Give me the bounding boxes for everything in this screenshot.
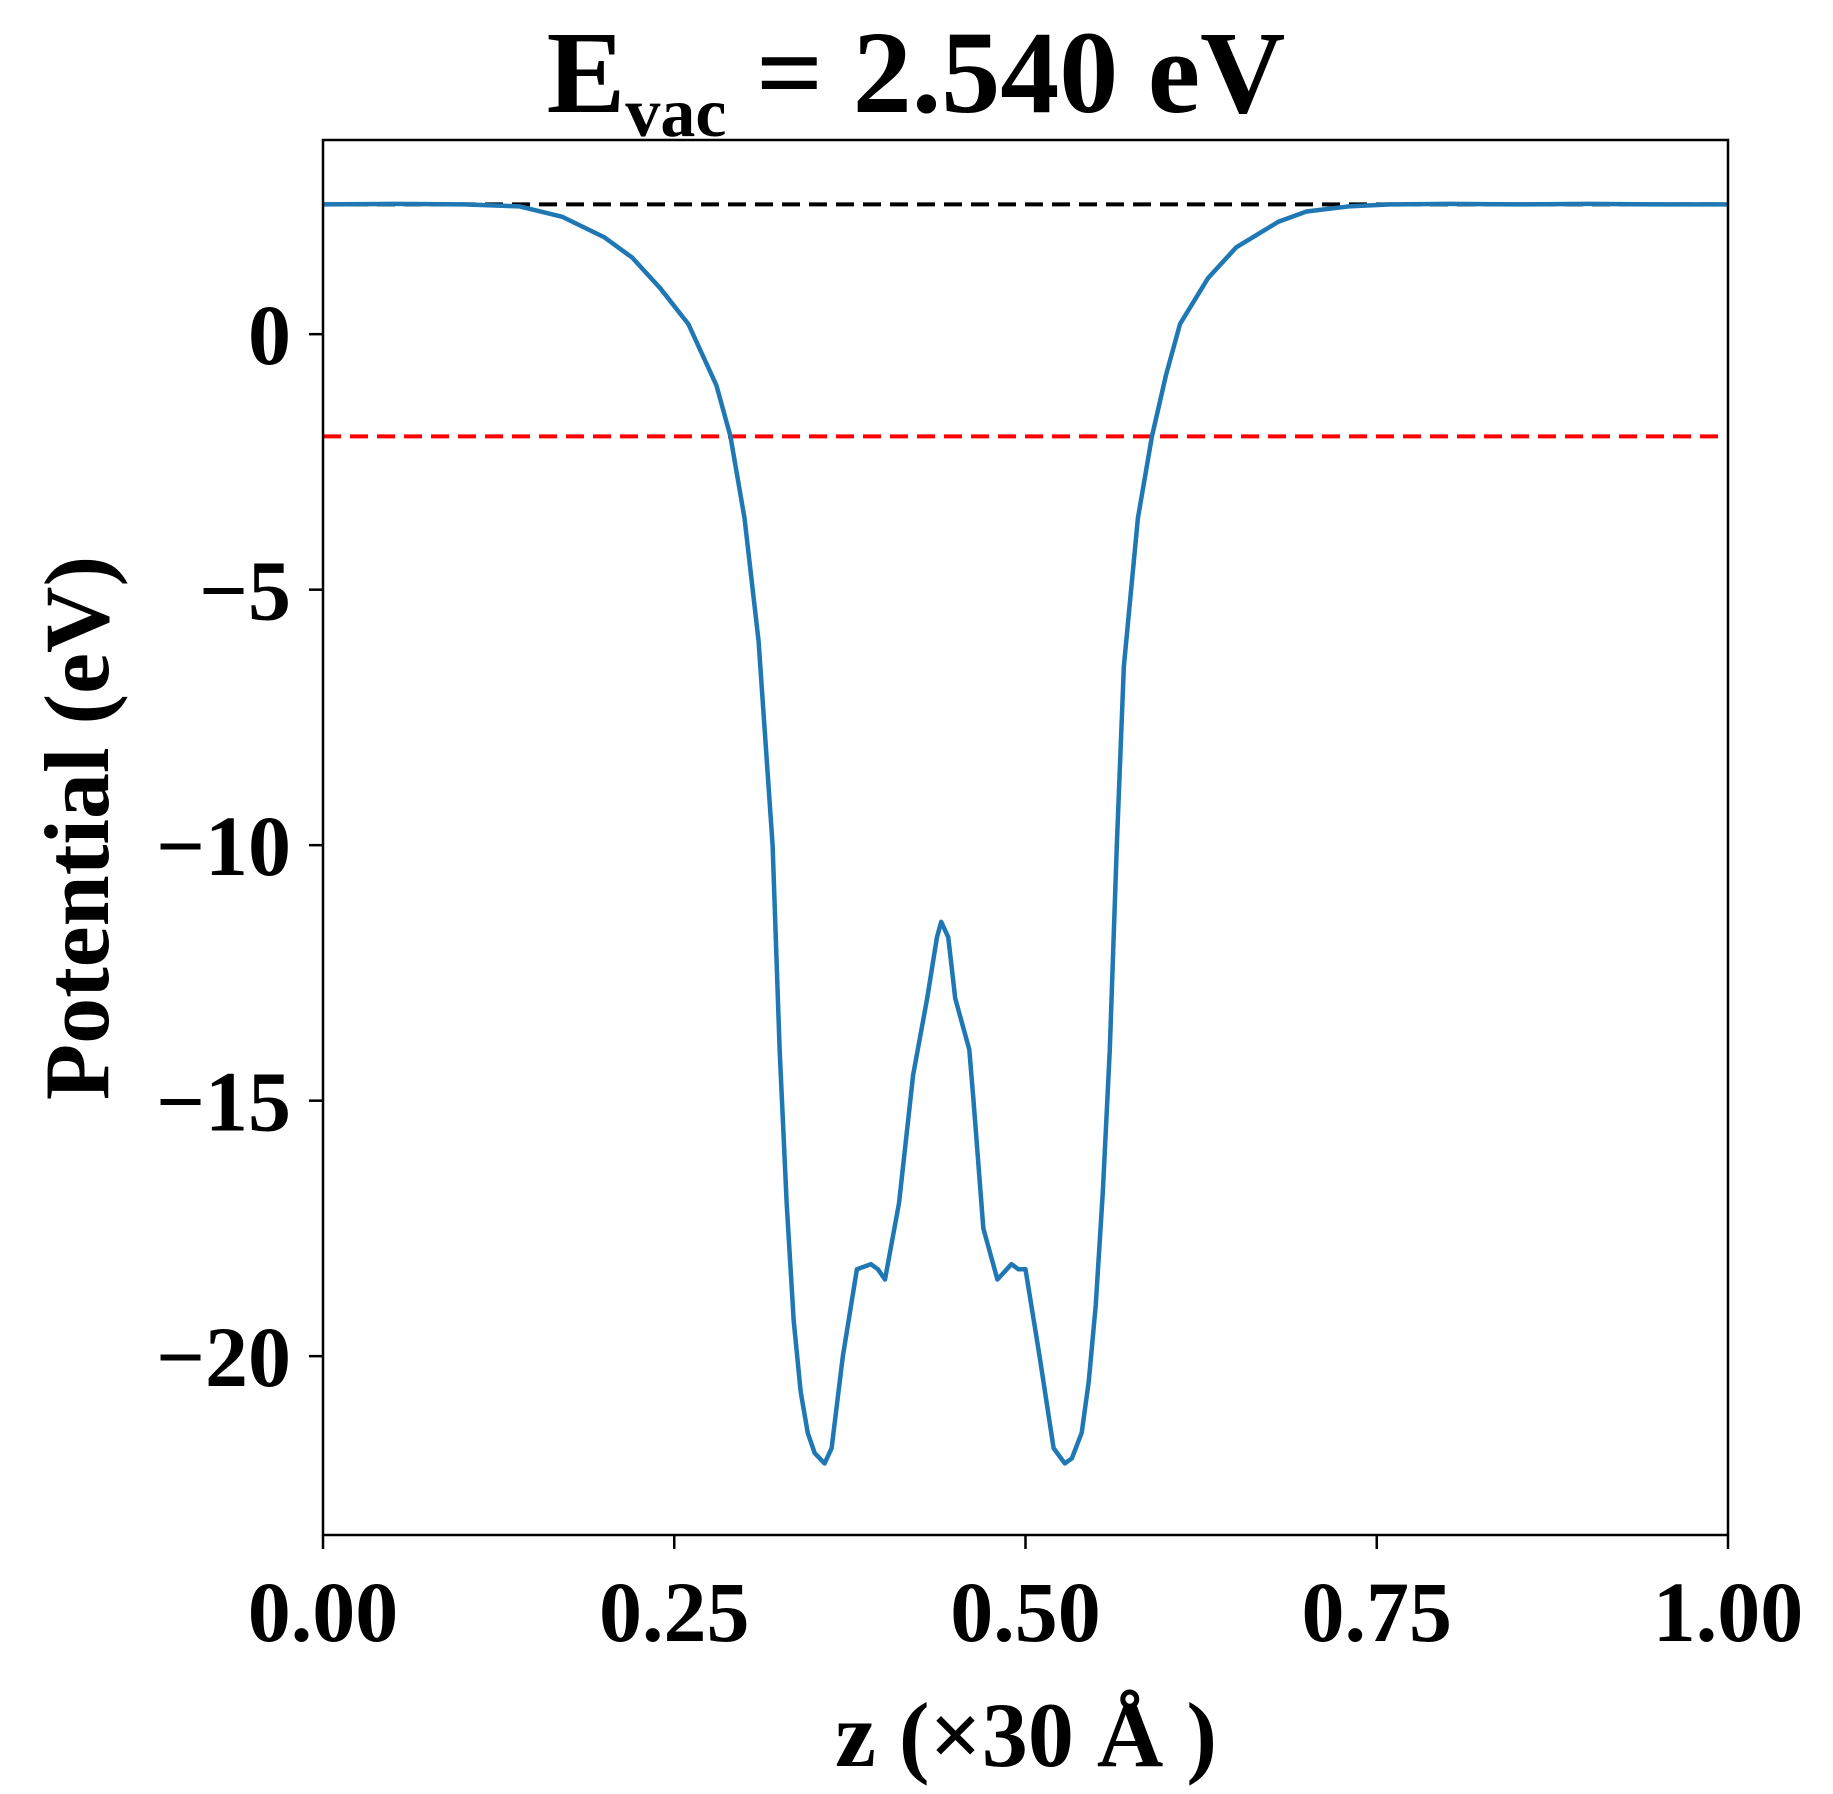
- series-line-0: [323, 201, 1728, 1466]
- x-axis-label: z (×30 Å ): [835, 1684, 1217, 1786]
- chart-title: Evac = 2.540 eV: [547, 7, 1286, 152]
- plot-area: 0.00 0.25 0.50 0.75 1.00 0 −5 −10 −15 −20: [156, 138, 1804, 1660]
- y-axis-label: Potential (eV): [26, 556, 128, 1100]
- chart-title-rest: = 2.540 eV: [726, 7, 1285, 138]
- chart-title-main: E: [547, 7, 626, 138]
- y-tick-label: 0: [248, 287, 291, 383]
- plot-frame: [321, 138, 1730, 1537]
- x-tick-label: 0.75: [1302, 1564, 1453, 1660]
- y-tick-label: −20: [156, 1309, 291, 1405]
- y-tick-label: −5: [199, 543, 291, 639]
- x-tick-label: 0.25: [599, 1564, 750, 1660]
- x-tick-label: 0.50: [950, 1564, 1101, 1660]
- x-tick-label: 0.00: [248, 1564, 399, 1660]
- x-tick-label: 1.00: [1653, 1564, 1804, 1660]
- y-tick-label: −10: [156, 798, 291, 894]
- y-tick-label: −15: [156, 1054, 291, 1150]
